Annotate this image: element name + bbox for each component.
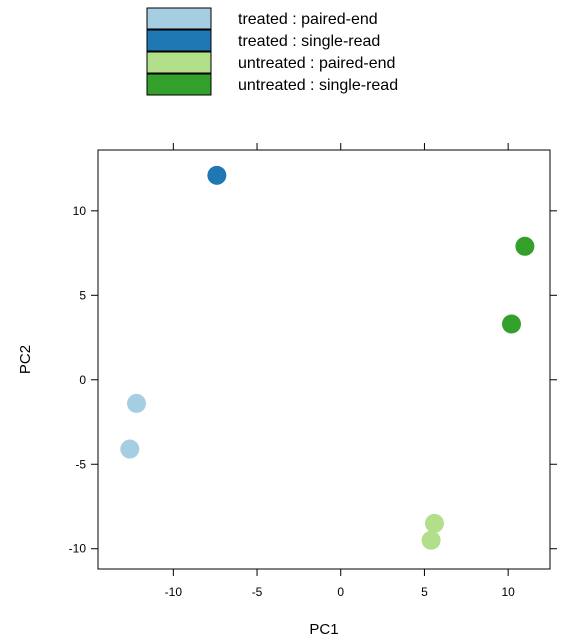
legend-label: treated : paired-end [238,11,378,28]
data-point [207,165,227,185]
x-tick-label: -5 [252,585,263,599]
legend-label: treated : single-read [238,33,380,50]
legend: treated : paired-end treated : single-rea… [146,7,398,96]
legend-swatch [146,7,212,30]
x-axis-title: PC1 [309,621,338,638]
data-point [515,236,535,256]
legend-swatch [146,73,212,96]
y-tick-label: 0 [79,373,86,387]
data-points [120,165,535,550]
data-point [421,530,441,550]
y-tick-label: 10 [73,204,87,218]
data-point [120,439,140,459]
legend-label: untreated : single-read [238,77,398,94]
y-tick-label: 5 [79,288,86,302]
x-tick-label: 0 [337,585,344,599]
data-point [127,393,147,413]
legend-label: untreated : paired-end [238,55,395,72]
x-tick-label: -10 [165,585,183,599]
plot-frame [97,149,551,570]
data-point [424,513,444,533]
y-tick-label: -10 [69,542,87,556]
y-tick-label: -5 [75,457,86,471]
y-axis: -10 -5 0 5 10 [69,204,557,556]
x-axis: -10 -5 0 5 10 [165,143,515,599]
x-tick-label: 5 [421,585,428,599]
legend-swatch [146,51,212,74]
y-axis-title: PC2 [17,345,34,374]
x-tick-label: 10 [501,585,515,599]
legend-swatch [146,29,212,52]
data-point [501,314,521,334]
